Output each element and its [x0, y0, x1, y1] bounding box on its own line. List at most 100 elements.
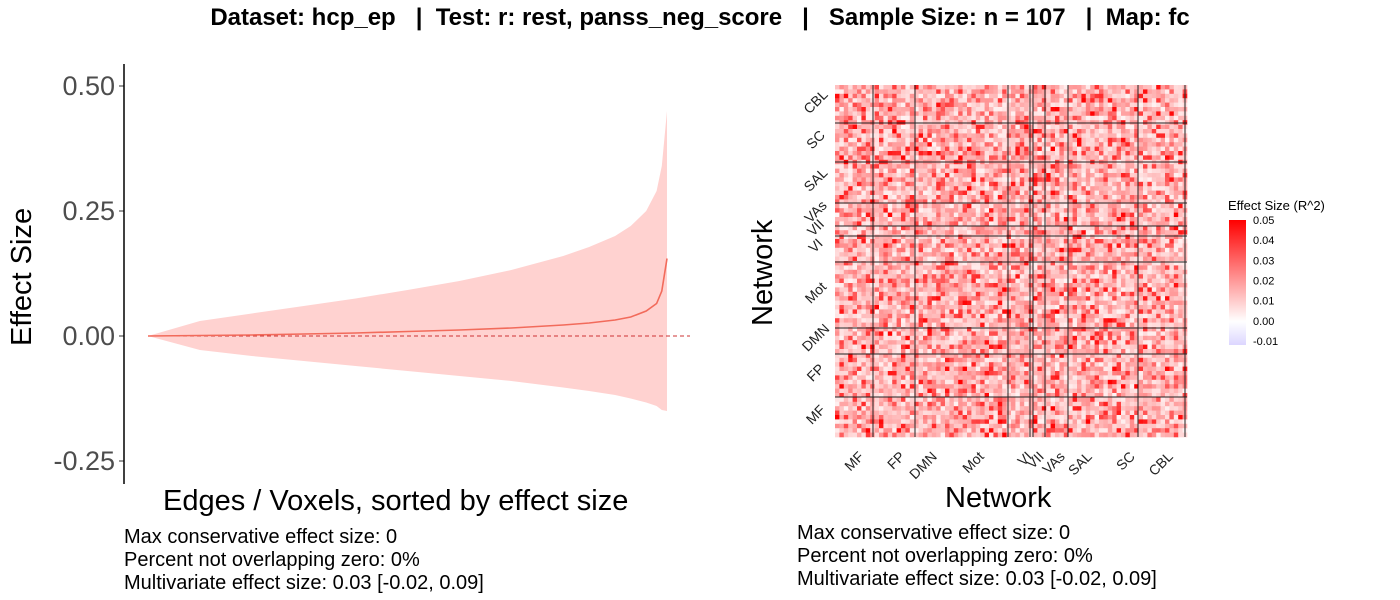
heatmap-cell [1063, 186, 1069, 191]
heatmap-cell [1041, 186, 1047, 191]
heatmap-cell [1050, 283, 1056, 288]
heatmap-cell [1002, 349, 1007, 354]
heatmap-cell [1129, 335, 1135, 341]
heatmap-cell [1006, 256, 1012, 262]
heatmap-cell [936, 98, 941, 103]
heatmap-cell [989, 133, 994, 139]
heatmap-cell [1147, 296, 1153, 301]
heatmap-cell [1059, 142, 1065, 147]
heatmap-cell [1103, 208, 1109, 213]
heatmap-cell [848, 353, 853, 359]
heatmap-cell [1173, 151, 1179, 156]
heatmap-cell [839, 102, 845, 108]
heatmap-cell [1055, 344, 1060, 350]
heatmap-cell [1160, 283, 1166, 288]
heatmap-cell [1156, 89, 1161, 95]
heatmap-cell [1147, 309, 1153, 315]
heatmap-cell [993, 217, 999, 222]
heatmap-cell [896, 181, 902, 187]
heatmap-cell [1169, 129, 1175, 134]
heatmap-cell [975, 265, 981, 271]
heatmap-cell [1121, 151, 1126, 156]
heatmap-cell [1068, 124, 1073, 130]
heatmap-cell [997, 115, 1003, 121]
heatmap-cell [1169, 234, 1175, 240]
heatmap-cell [945, 151, 950, 156]
heatmap-cell [865, 199, 871, 205]
heatmap-cell [883, 199, 889, 205]
heatmap-cell [1147, 331, 1153, 337]
heatmap-cell [1160, 133, 1166, 139]
heatmap-cell [848, 269, 853, 275]
heatmap-cell [967, 344, 972, 350]
heatmap-cell [1156, 322, 1161, 328]
heatmap-cell [1182, 331, 1188, 337]
heatmap-cell [975, 239, 981, 244]
heatmap-cell [1107, 344, 1113, 350]
heatmap-cell [923, 115, 928, 121]
heatmap-cell [857, 177, 862, 183]
heatmap-cell [1125, 177, 1131, 183]
heatmap-cell [989, 155, 994, 161]
heatmap-cell [839, 261, 845, 266]
heatmap-cell [962, 318, 968, 323]
heatmap-cell [1085, 252, 1091, 257]
heatmap-cell [1138, 151, 1144, 156]
heatmap-cell [835, 85, 840, 90]
heatmap-cell [1077, 203, 1082, 209]
heatmap-cell [940, 155, 946, 161]
heatmap-cell [927, 124, 933, 130]
heatmap-cell [914, 186, 919, 191]
heatmap-cell [1156, 186, 1161, 191]
heatmap-cell [967, 340, 972, 345]
heatmap-cell [923, 300, 928, 306]
heatmap-cell [1147, 318, 1153, 323]
heatmap-cell [1107, 309, 1113, 315]
heatmap-cell [1068, 208, 1073, 213]
heatmap-cell [1024, 85, 1029, 90]
heatmap-cell [1125, 239, 1131, 244]
heatmap-cell [971, 133, 977, 139]
heatmap-cell [936, 327, 941, 332]
heatmap-cell [1002, 173, 1007, 178]
heatmap-cell [989, 274, 994, 279]
heatmap-cell [1063, 269, 1069, 275]
heatmap-cell [923, 309, 928, 315]
heatmap-cell [1090, 120, 1095, 125]
heatmap-cell [879, 85, 884, 90]
heatmap-cell [857, 283, 862, 288]
heatmap-cell [1011, 98, 1016, 103]
heatmap-cell [967, 300, 972, 306]
heatmap-cell [927, 89, 933, 95]
heatmap-cell [967, 269, 972, 275]
heatmap-cell [1112, 208, 1117, 213]
heatmap-cell [1160, 225, 1166, 231]
heatmap-cell [971, 208, 977, 213]
heatmap-cell [940, 327, 946, 332]
heatmap-cell [1085, 327, 1091, 332]
heatmap-cell [923, 89, 928, 95]
heatmap-cell [997, 199, 1003, 205]
heatmap-cell [918, 349, 924, 354]
heatmap-cell [980, 85, 985, 90]
heatmap-cell [1041, 349, 1047, 354]
heatmap-cell [901, 340, 906, 345]
heatmap-cell [843, 309, 849, 315]
heatmap-cell [901, 115, 906, 121]
heatmap-cell [861, 234, 867, 240]
heatmap-cell [1085, 274, 1091, 279]
heatmap-cell [1160, 331, 1166, 337]
heatmap-cell [879, 137, 884, 143]
heatmap-cell [1147, 190, 1153, 196]
heatmap-cell [1112, 120, 1117, 125]
heatmap-cell [848, 155, 853, 161]
heatmap-cell [1178, 331, 1183, 337]
heatmap-cell [989, 296, 994, 301]
heatmap-cell [949, 335, 955, 341]
heatmap-cell [1129, 340, 1135, 345]
heatmap-cell [1156, 173, 1161, 178]
heatmap-cell [835, 221, 840, 227]
heatmap-cell [931, 208, 937, 213]
heatmap-cell [896, 133, 902, 139]
heatmap-cell [1037, 107, 1043, 112]
